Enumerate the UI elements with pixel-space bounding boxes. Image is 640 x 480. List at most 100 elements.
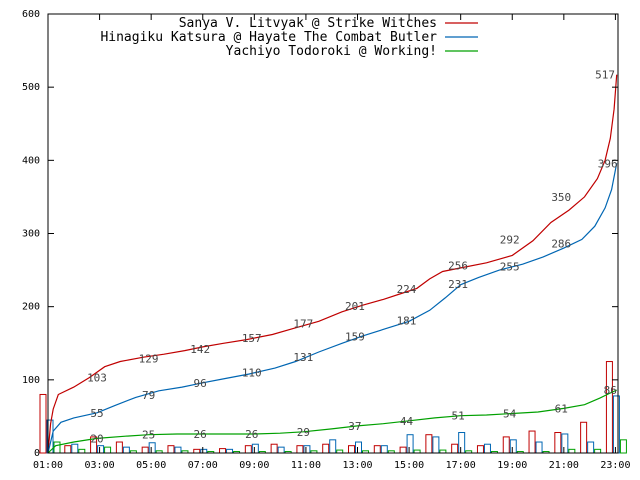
x-tick-label: 09:00 [239,460,269,471]
bar-series-2 [303,445,311,454]
data-label: 26 [245,428,258,441]
bar-series-1 [244,445,252,454]
legend-entry-1: Sanya V. Litvyak @ Strike Witches [179,16,437,31]
line-series-3 [47,389,617,454]
line-series-2 [47,163,618,454]
data-label: 54 [503,407,517,420]
line-series-1 [47,74,618,454]
data-label: 26 [194,428,207,441]
bar-series-1 [580,421,588,454]
data-label: 103 [87,372,107,385]
bar-series-2 [587,441,595,454]
x-tick-label: 23:00 [600,460,630,471]
bar-series-2 [174,446,182,454]
bar-series-1 [373,445,381,454]
bar-series-1 [451,443,459,454]
bar-series-2 [535,441,543,454]
data-label: 396 [598,157,618,170]
bar-series-2 [355,441,363,454]
bar-series-3 [594,448,602,454]
bar-series-1 [554,432,562,454]
y-tick-label: 100 [22,375,40,386]
legend-entry-3: Yachiyo Todoroki @ Working! [226,44,437,59]
legend: Sanya V. Litvyak @ Strike WitchesHinagik… [100,16,478,59]
bar-series-1 [476,445,484,454]
data-label: 20 [90,432,103,445]
bar-series-3 [568,448,576,454]
bar-series-2 [71,443,79,454]
bar-series-1 [605,361,613,454]
bar-series-1 [219,448,227,454]
x-tick-label: 13:00 [342,460,372,471]
bar-series-1 [296,445,304,454]
data-label: 44 [400,415,414,428]
x-tick-label: 17:00 [446,460,476,471]
bar-series-2 [200,448,208,454]
bar-series-1 [425,434,433,454]
x-tick-label: 11:00 [291,460,321,471]
data-label: 61 [555,402,568,415]
x-tick-label: 07:00 [188,460,218,471]
bars-layer [39,361,627,454]
bar-series-2 [483,443,491,454]
bar-series-2 [458,432,466,454]
x-tick-label: 21:00 [549,460,579,471]
bar-series-2 [226,448,234,454]
bar-series-1 [528,430,536,454]
data-label: 86 [604,384,617,397]
data-label: 51 [451,410,464,423]
data-label: 255 [500,260,520,273]
data-label: 350 [551,191,571,204]
bar-series-2 [277,446,285,454]
data-label: 25 [142,429,155,442]
data-label: 142 [190,343,210,356]
bar-series-3 [53,441,61,454]
bar-series-3 [104,446,112,454]
bar-series-3 [619,439,627,454]
bar-series-1 [348,445,356,454]
data-label: 292 [500,233,520,246]
plot-frame [47,13,619,454]
bar-series-3 [78,448,86,454]
x-tick-label: 15:00 [394,460,424,471]
data-label: 256 [448,260,468,273]
axes-layer: 0 100 200 300 400 500 600 01:00 03:00 05:00 07:00 0… [22,9,631,471]
bar-series-1 [64,445,72,454]
x-tick-label: 19:00 [497,460,527,471]
bar-series-2 [122,446,130,454]
x-tick-label: 01:00 [33,460,63,471]
bar-series-2 [380,445,388,454]
data-label: 79 [142,389,155,402]
data-label: 286 [551,238,571,251]
bar-series-2 [97,445,105,454]
bar-series-2 [561,433,569,454]
bar-series-2 [612,395,620,454]
data-label: 131 [293,351,313,364]
data-label: 177 [293,317,313,330]
bar-series-2 [148,442,156,454]
x-tick-label: 03:00 [85,460,115,471]
y-tick-label: 200 [22,302,40,313]
bar-series-1 [399,446,407,454]
bar-series-1 [115,441,123,454]
bar-series-1 [502,436,510,454]
bar-series-2 [406,434,414,454]
bar-series-1 [141,446,149,454]
y-tick-label: 0 [34,448,40,459]
data-label: 159 [345,331,365,344]
bar-series-1 [322,443,330,454]
lines-layer [47,74,618,454]
data-label: 224 [397,283,417,296]
data-label: 231 [448,278,468,291]
data-label: 110 [242,367,262,380]
bar-series-2 [251,443,259,454]
labels-layer: 103 129 142 157 177 201 224 256 292 350 517 55 79 96 1… [87,69,618,446]
bar-series-1 [167,445,175,454]
bar-series-1 [270,443,278,454]
data-label: 37 [348,420,361,433]
data-label: 129 [139,353,159,366]
data-label: 55 [90,407,103,420]
data-label: 181 [397,315,417,328]
bar-series-2 [509,439,517,454]
